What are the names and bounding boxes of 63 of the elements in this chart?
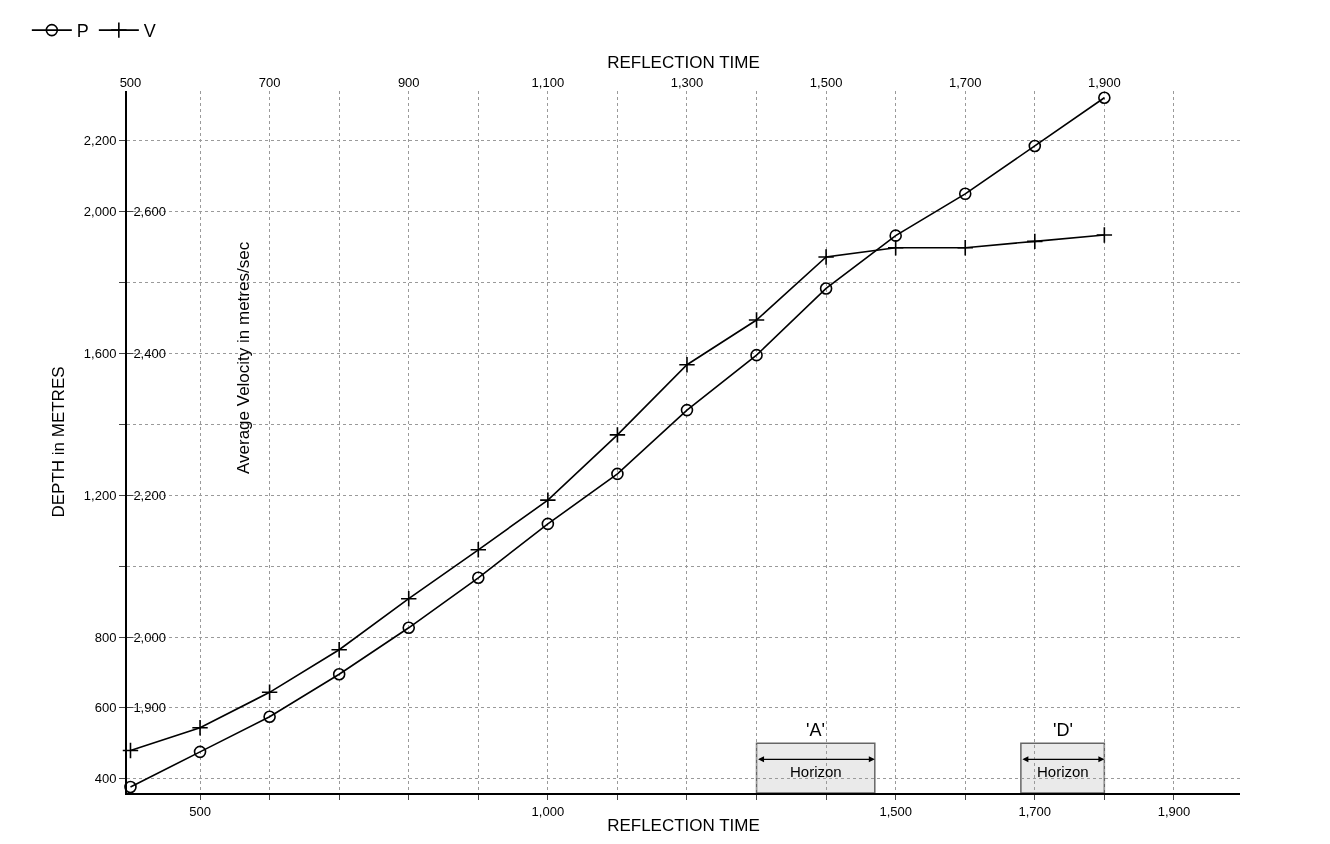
y-tick-label: 2,200 [83,133,117,149]
point [678,356,696,374]
y2-tick-label: 2,600 [133,204,166,220]
legend-label: V [143,21,156,42]
text: 'A' Horizon [790,720,842,780]
point [541,517,555,531]
y2-tick-label: 2,400 [133,345,166,361]
x2-tick-label: 500 [119,75,142,91]
x2-tick-label: 1,300 [670,75,704,91]
x2-tick-label: 1,500 [809,75,843,91]
point [817,248,835,266]
x2-tick-label: 900 [397,75,420,91]
point [332,667,346,681]
x2-tick-label: 1,100 [531,75,565,91]
x2-tick-label: 1,700 [948,75,982,91]
point [748,311,766,329]
point [819,282,833,295]
point [608,426,626,444]
x-axis-title: REFLECTION TIME [607,816,760,836]
point [471,571,485,585]
point [611,467,624,481]
y-tick-label: 1,600 [83,345,117,361]
point [469,541,487,559]
point [1095,226,1113,244]
y2-tick-label: 2,000 [133,629,166,645]
text: 'D' Horizon [1037,720,1089,780]
y2-tick-label: 1,900 [133,700,166,716]
y-tick-label: 400 [94,771,117,787]
point [402,621,416,635]
x-tick-label: 1,700 [1018,803,1052,819]
y-axis-title: DEPTH in METRES [48,366,68,518]
y-tick-label: 800 [94,629,117,645]
x-tick-label: 1,500 [879,803,912,819]
y-tick-label: 600 [94,700,117,716]
x2-axis-title: REFLECTION TIME [607,52,760,72]
x2-tick-label: 1,900 [1088,75,1121,91]
y2-axis-title: Average Velocity in metres/sec [234,241,254,474]
point [330,641,348,659]
point [1026,232,1044,250]
point [1028,139,1042,153]
y2-tick-label: 2,200 [133,487,166,503]
point [191,719,209,737]
point [124,780,137,794]
y-tick-label: 2,000 [83,204,117,220]
point [889,229,902,242]
x-tick-label: 1,900 [1157,803,1191,819]
point [750,348,763,362]
x-tick-label: 500 [189,803,211,819]
y-tick-label: 1,200 [83,487,117,503]
point [887,239,905,257]
point [680,403,694,417]
point [263,710,276,724]
point [193,745,207,759]
x-tick-label: 1,000 [531,803,565,819]
x2-tick-label: 700 [258,75,281,91]
point [1098,91,1111,105]
point [956,239,974,257]
point [261,683,279,701]
point [958,187,972,201]
point [400,590,418,608]
legend-label: P [76,21,89,42]
point [121,741,139,759]
point [539,491,557,509]
